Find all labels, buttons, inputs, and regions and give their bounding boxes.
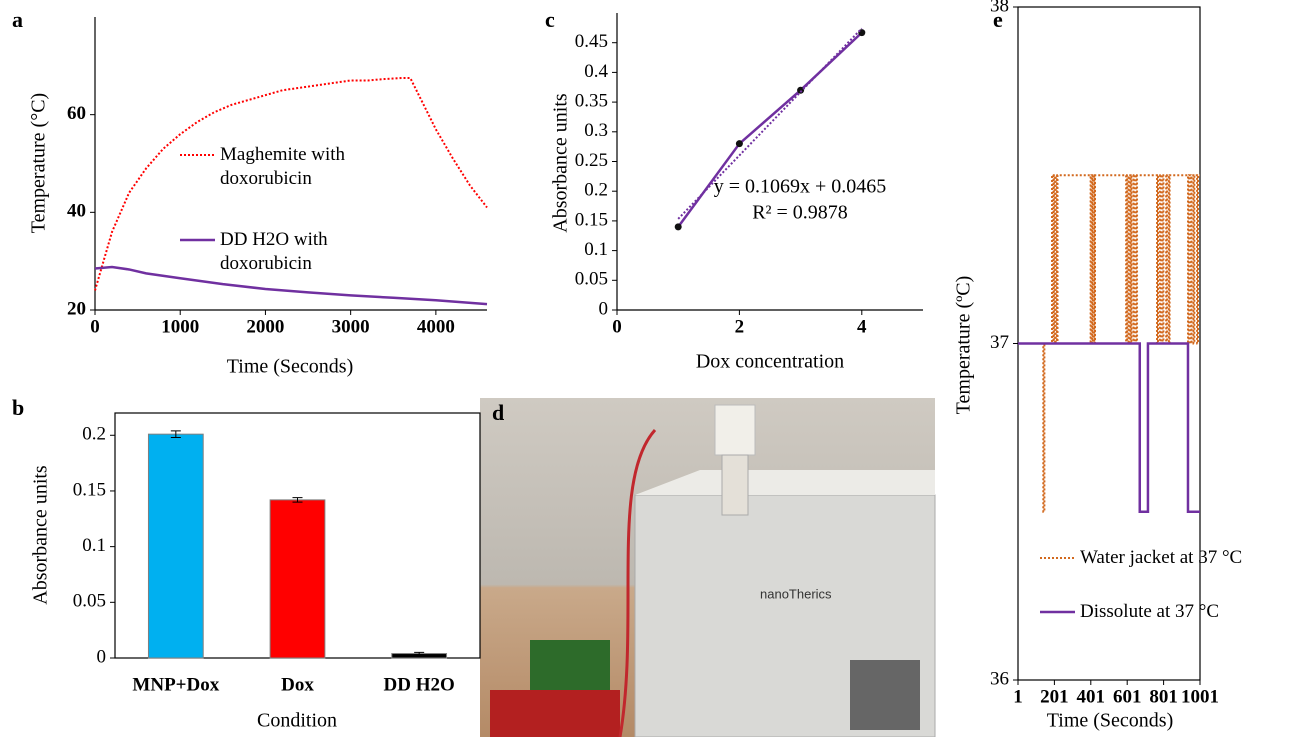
x-tick-label: 1000 (161, 316, 199, 337)
y-tick-label: 0.05 (575, 269, 608, 290)
panel-letter: a (12, 7, 23, 32)
x-tick-label: 1 (1013, 686, 1023, 707)
power-unit (490, 690, 620, 737)
legend-label: DD H2O with doxorubicin (220, 229, 328, 274)
y-tick-label: 0.4 (584, 61, 608, 82)
x-axis-label: Condition (257, 710, 337, 732)
data-point (674, 223, 682, 231)
x-tick-label: 3000 (332, 316, 370, 337)
x-tick-label: 2000 (246, 316, 284, 337)
y-tick-label: 60 (67, 103, 86, 124)
probe-holder (721, 454, 749, 516)
x-axis-label: Time (Seconds) (227, 356, 353, 378)
x-tick-label: MNP+Dox (132, 674, 219, 695)
y-tick-label: 37 (990, 332, 1009, 353)
y-tick-label: 0.05 (73, 591, 106, 612)
x-axis-label: Dox concentration (696, 351, 844, 373)
x-tick-label: 401 (1077, 686, 1106, 707)
data-point (797, 86, 805, 94)
y-tick-label: 0.3 (584, 120, 608, 141)
y-tick-label: 36 (990, 668, 1009, 689)
error-bar (292, 497, 303, 503)
x-tick-label: 2 (735, 316, 745, 337)
x-tick-label: 4 (857, 316, 867, 337)
annotation: y = 0.1069x + 0.0465 (714, 176, 887, 198)
data-line (677, 27, 863, 220)
panel-letter: c (545, 7, 555, 32)
legend-label: Dissolute at 37 °C (1080, 601, 1220, 622)
legend-label: Water jacket at 37 °C (1080, 547, 1243, 568)
x-tick-label: Dox (281, 674, 314, 695)
bar (269, 499, 326, 659)
legend-label: Maghemite with doxorubicin (220, 144, 346, 189)
panel-letter: b (12, 395, 24, 420)
x-tick-label: 801 (1149, 686, 1178, 707)
y-tick-label: 0.45 (575, 31, 608, 52)
error-bar (170, 430, 181, 438)
panel-letter: d (492, 400, 504, 425)
data-line (677, 31, 863, 228)
error-bar (414, 651, 425, 656)
y-axis-label: Temperature (°C) (28, 93, 50, 233)
probe-head (714, 404, 756, 456)
x-tick-label: 0 (90, 316, 100, 337)
device-vent (850, 660, 920, 730)
cable (618, 428, 657, 738)
y-tick-label: 0.25 (575, 150, 608, 171)
device-top (635, 470, 935, 495)
data-line (94, 77, 488, 291)
y-tick-label: 0.1 (584, 239, 608, 260)
y-tick-label: 38 (990, 0, 1009, 16)
device-label: nanoTherics (760, 586, 832, 601)
y-tick-label: 0.2 (584, 180, 608, 201)
y-tick-label: 0.2 (82, 424, 106, 445)
annotation: R² = 0.9878 (752, 202, 848, 224)
x-tick-label: 1001 (1181, 686, 1219, 707)
x-tick-label: DD H2O (384, 674, 455, 695)
y-tick-label: 0.15 (73, 479, 106, 500)
data-line (1018, 174, 1200, 513)
y-tick-label: 0.35 (575, 90, 608, 111)
x-tick-label: 0 (612, 316, 622, 337)
data-line (1018, 342, 1200, 513)
y-axis-label: Temperature (ºC) (953, 276, 975, 415)
y-tick-label: 0 (599, 298, 609, 319)
x-axis-label: Time (Seconds) (1047, 710, 1173, 732)
data-line (94, 265, 488, 306)
panel-letter: e (993, 7, 1003, 32)
bar (147, 433, 204, 659)
y-axis-label: Absorbance units (30, 465, 52, 605)
y-axis-label: Absorbance units (550, 93, 572, 233)
x-tick-label: 4000 (417, 316, 455, 337)
y-tick-label: 40 (67, 201, 86, 222)
y-tick-label: 20 (67, 298, 86, 319)
y-tick-label: 0.15 (575, 209, 608, 230)
y-tick-label: 0.1 (82, 535, 106, 556)
photo: nanoTherics d (480, 398, 936, 738)
x-tick-label: 201 (1040, 686, 1069, 707)
data-point (735, 140, 743, 148)
y-tick-label: 0 (97, 646, 107, 667)
x-tick-label: 601 (1113, 686, 1142, 707)
